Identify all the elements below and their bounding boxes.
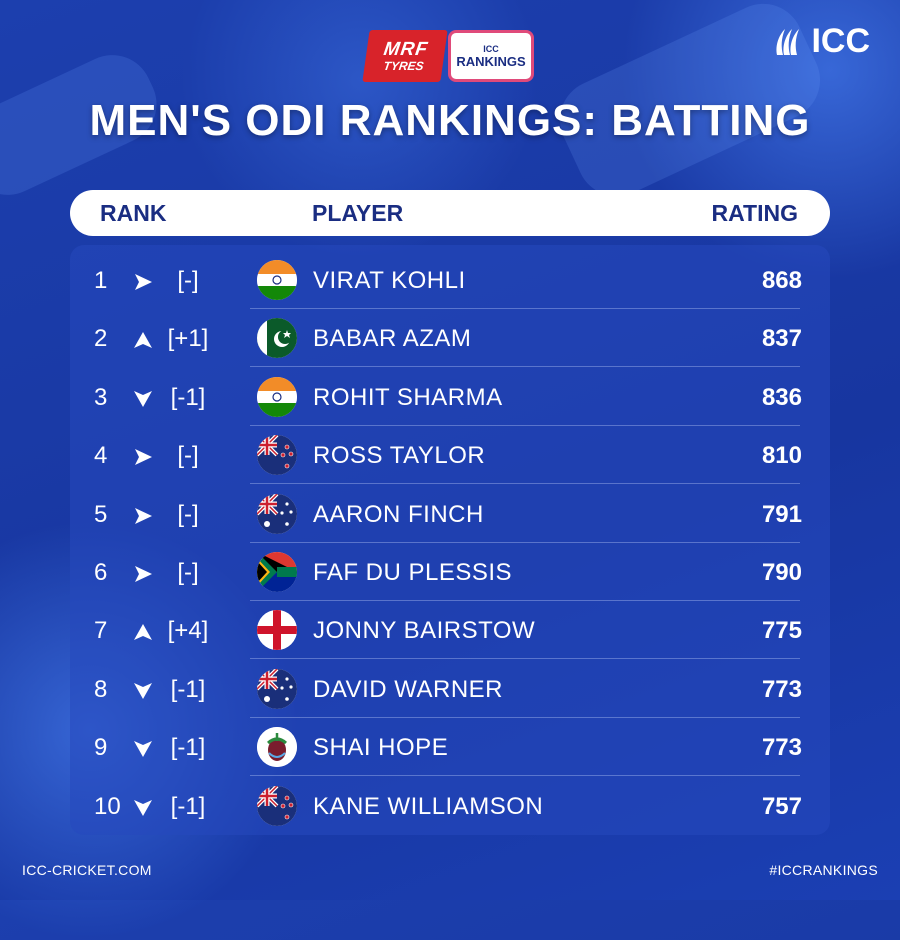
- new-zealand-flag-icon: [257, 785, 297, 826]
- player-name: VIRAT KOHLI: [313, 267, 466, 294]
- player-name: BABAR AZAM: [313, 325, 472, 353]
- player-rating: 775: [761, 617, 802, 645]
- table-row: 9 [-1] SHAI HOPE 773: [70, 718, 830, 777]
- hashtag: #ICCRANKINGS: [769, 862, 878, 878]
- australia-flag-icon: [257, 493, 297, 534]
- south-africa-flag-icon: [257, 552, 297, 592]
- rank-number: 10: [94, 792, 121, 820]
- row-divider: [250, 600, 800, 601]
- india-flag-icon: [257, 376, 297, 417]
- row-divider: [250, 424, 800, 426]
- rank-change: [-]: [177, 559, 199, 586]
- icc-rankings-badge: ICC RANKINGS: [448, 30, 534, 82]
- table-row: 6 [-] FAF DU PLESSIS 790: [70, 543, 830, 601]
- table-row: 3 [-1] ROHIT SHARMA 836: [70, 368, 830, 426]
- arrow-down-icon: [132, 738, 154, 758]
- arrow-up-icon: [132, 621, 154, 641]
- player-rating: 868: [761, 267, 802, 294]
- player-name: JONNY BAIRSTOW: [313, 617, 536, 645]
- player-rating: 790: [761, 559, 802, 586]
- rank-change: [-1]: [170, 792, 206, 820]
- arrow-right-icon: [132, 563, 154, 583]
- sponsor-lockup: MRF TYRES ICC RANKINGS: [362, 24, 534, 84]
- rank-number: 3: [94, 383, 108, 411]
- west-indies-flag-icon: [257, 727, 297, 768]
- table-row: 7 [+4] JONNY BAIRSTOW 775: [70, 601, 830, 660]
- player-rating: 836: [761, 383, 802, 411]
- player-name: SHAI HOPE: [313, 734, 449, 762]
- rank-number: 1: [94, 267, 108, 294]
- table-row: 4 [-] ROSS TAYLOR 810: [70, 426, 830, 485]
- icc-logo: ICC: [771, 22, 870, 61]
- player-name: DAVID WARNER: [313, 675, 504, 703]
- row-divider: [250, 775, 800, 777]
- row-divider: [250, 308, 800, 309]
- table-row: 1 [-] VIRAT KOHLI 868: [70, 251, 830, 309]
- player-name: KANE WILLIAMSON: [313, 792, 544, 820]
- rankings-table: 1 [-] VIRAT KOHLI 868 2 [+1] BABAR AZAM 837 3 [-1…: [70, 245, 830, 835]
- row-divider: [250, 716, 800, 718]
- rank-change: [+4]: [167, 617, 209, 645]
- icc-logo-icon: [776, 28, 800, 55]
- row-divider: [250, 658, 800, 660]
- rank-change: [-1]: [170, 734, 206, 762]
- arrow-down-icon: [132, 797, 154, 817]
- row-divider: [250, 541, 800, 543]
- rank-change: [-1]: [170, 675, 206, 703]
- player-name: ROSS TAYLOR: [313, 442, 486, 470]
- arrow-right-icon: [132, 505, 154, 525]
- player-column-header: PLAYER: [312, 200, 404, 226]
- player-rating: 773: [761, 675, 802, 703]
- arrow-right-icon: [132, 446, 154, 466]
- row-divider: [250, 366, 800, 368]
- table-header: RANK PLAYER RATING: [70, 190, 830, 236]
- rank-number: 8: [94, 675, 108, 703]
- rank-number: 2: [94, 325, 108, 353]
- table-row: 8 [-1] DAVID WARNER 773: [70, 660, 830, 718]
- rating-column-header: RATING: [711, 200, 798, 226]
- player-rating: 810: [761, 442, 802, 470]
- icc-logo-text: ICC: [811, 22, 870, 60]
- website-url: ICC-CRICKET.COM: [22, 862, 152, 878]
- rank-change: [+1]: [167, 325, 209, 353]
- rank-number: 7: [94, 617, 108, 645]
- pakistan-flag-icon: [257, 318, 297, 359]
- arrow-up-icon: [132, 329, 154, 349]
- rank-number: 5: [94, 500, 108, 528]
- arrow-right-icon: [132, 271, 154, 291]
- mrf-tyres-logo: MRF TYRES: [362, 30, 448, 82]
- row-divider: [250, 483, 800, 485]
- player-name: AARON FINCH: [313, 500, 484, 528]
- new-zealand-flag-icon: [257, 435, 297, 476]
- arrow-down-icon: [132, 680, 154, 700]
- page-title: MEN'S ODI RANKINGS: BATTING: [89, 96, 811, 145]
- rank-change: [-]: [177, 442, 199, 470]
- table-row: 5 [-] AARON FINCH 791: [70, 485, 830, 543]
- india-flag-icon: [257, 260, 297, 300]
- rank-number: 9: [94, 734, 108, 762]
- england-flag-icon: [257, 610, 297, 651]
- table-row: 10 [-1] KANE WILLIAMSON 757: [70, 777, 830, 835]
- rank-change: [-]: [177, 500, 199, 528]
- arrow-down-icon: [132, 388, 154, 408]
- rank-change: [-]: [177, 267, 199, 294]
- table-row: 2 [+1] BABAR AZAM 837: [70, 309, 830, 368]
- player-rating: 773: [761, 734, 802, 762]
- player-rating: 791: [761, 500, 802, 528]
- player-rating: 837: [761, 325, 802, 353]
- rank-number: 6: [94, 559, 108, 586]
- player-name: FAF DU PLESSIS: [313, 559, 513, 586]
- australia-flag-icon: [257, 668, 297, 709]
- rank-column-header: RANK: [100, 200, 167, 226]
- player-rating: 757: [761, 792, 802, 820]
- rank-number: 4: [94, 442, 108, 470]
- player-name: ROHIT SHARMA: [313, 383, 503, 411]
- rank-change: [-1]: [170, 383, 206, 411]
